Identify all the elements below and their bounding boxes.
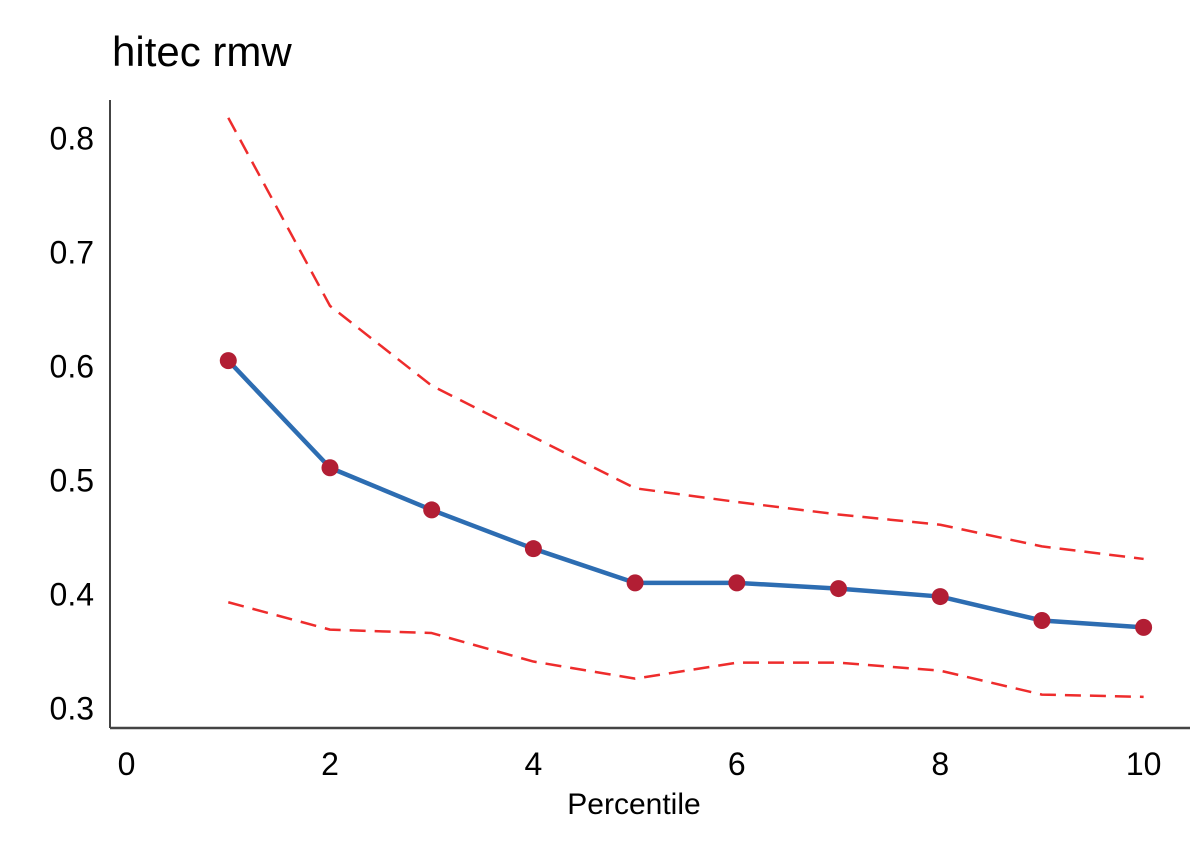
y-tick-label: 0.5 [50,462,94,498]
data-point [524,540,542,558]
data-point [219,352,237,370]
x-tick-label: 6 [728,746,746,782]
y-tick-label: 0.8 [50,120,94,156]
lower-ci-line [227,601,1144,699]
data-point [1033,612,1051,630]
data-point [423,501,441,519]
data-point [1135,618,1153,636]
axes [109,100,1190,730]
y-tick-label: 0.7 [50,234,94,270]
y-tick-label: 0.3 [50,690,94,726]
x-tick-label: 2 [321,746,339,782]
x-tick-label: 4 [524,746,542,782]
x-tick-label: 0 [118,746,136,782]
tick-labels: 0.3 0.4 0.5 0.6 0.7 0.8 0 2 4 6 8 10 [50,120,1162,782]
data-point [728,574,746,592]
upper-ci-line [227,117,1144,561]
series-layer [219,117,1153,699]
estimate-line [226,359,1144,630]
data-point [830,580,848,598]
x-tick-label: 10 [1126,746,1162,782]
x-axis-label: Percentile [567,788,700,821]
data-point [321,459,339,477]
data-point [626,574,644,592]
data-point [931,588,949,606]
chart-title: hitec rmw [112,28,292,75]
y-tick-label: 0.4 [50,576,94,612]
y-tick-label: 0.6 [50,348,94,384]
x-tick-label: 8 [931,746,949,782]
